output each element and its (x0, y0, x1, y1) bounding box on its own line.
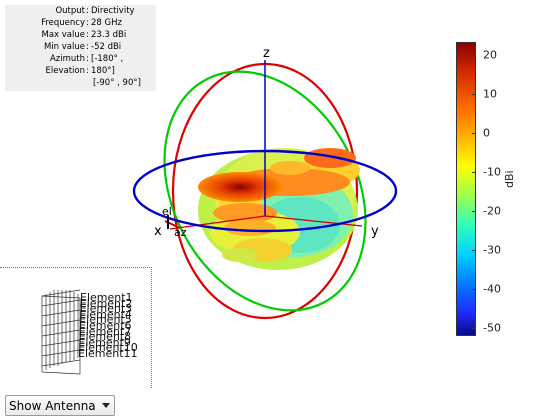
info-label: Frequency (41, 18, 85, 28)
info-value: 28 GHz (91, 18, 122, 28)
antenna-element-label: Element11 (78, 347, 138, 360)
colorbar-tick-mark (472, 54, 476, 56)
colorbar-tick-label: 0 (483, 126, 490, 140)
colorbar-tick-label: 20 (483, 48, 497, 62)
info-row-elevation-range: [-90° , 90°] (5, 77, 156, 89)
info-separator: : (86, 54, 89, 64)
antenna-element-label: Element9 (78, 335, 131, 349)
radiation-pattern-surface (198, 148, 360, 270)
antenna-element-label: Element3 (79, 302, 133, 316)
info-value: -52 dBi (91, 42, 122, 52)
info-label: Min value (43, 42, 85, 52)
dropdown-selected-value: Show Antenna (9, 398, 96, 413)
colorbar-tick-mark (472, 93, 476, 95)
az-label: az (174, 226, 187, 239)
antenna-preview-frame (0, 267, 152, 388)
colorbar-tick-label: 10 (483, 87, 497, 101)
colorbar-tick-label: -10 (483, 165, 501, 179)
antenna-element-label: Element10 (78, 341, 138, 355)
colorbar-tick-mark (472, 211, 476, 213)
info-label: Elevation (45, 66, 85, 76)
info-separator: : (86, 18, 89, 28)
z-axis-label: z (263, 46, 270, 61)
antenna-element-label: Element4 (79, 307, 132, 321)
colorbar-tick-mark (472, 132, 476, 134)
antenna-element-label: Element8 (78, 330, 132, 344)
info-separator: : (86, 42, 89, 52)
el-label: el (162, 205, 172, 218)
x-axis-label: x (154, 224, 162, 239)
info-value: Directivity (91, 6, 135, 16)
colorbar-tick-label: -40 (483, 282, 501, 296)
antenna-element-label: Element6 (79, 319, 132, 332)
colorbar-tick-mark (472, 172, 476, 174)
info-separator: : (86, 6, 89, 16)
colorbar-tick-mark (472, 250, 476, 252)
info-row-elevation: Elevation : 180°] (5, 65, 156, 77)
colorbar-tick-mark (472, 289, 476, 291)
y-axis-label: y (371, 224, 379, 239)
antenna-element-label: Element1 (80, 291, 133, 304)
colorbar-tick-label: -50 (483, 321, 501, 335)
info-value: 23.3 dBi (91, 30, 127, 40)
info-value: [-180° , (91, 54, 124, 64)
info-row-frequency: Frequency : 28 GHz (5, 17, 156, 29)
colorbar-tick-label: -30 (483, 243, 501, 257)
chevron-down-icon (102, 403, 110, 408)
antenna-array-drawing (41, 289, 81, 375)
info-row-output: Output : Directivity (5, 5, 156, 17)
colorbar (456, 42, 476, 336)
colorbar-tick-label: -20 (483, 204, 501, 218)
info-separator: : (86, 30, 89, 40)
info-label: Output (55, 6, 85, 16)
info-row-azimuth: Azimuth : [-180° , (5, 53, 156, 65)
info-row-min-value: Min value : -52 dBi (5, 41, 156, 53)
antenna-element-label: Element7 (78, 324, 132, 338)
show-antenna-dropdown[interactable]: Show Antenna (5, 395, 115, 416)
y-axis (264, 215, 363, 227)
info-row-max-value: Max value : 23.3 dBi (5, 29, 156, 41)
colorbar-tick-mark (472, 328, 476, 330)
elevation-circle-green (163, 70, 367, 312)
info-label: Max value (41, 30, 86, 40)
info-panel: Output : Directivity Frequency : 28 GHz … (5, 5, 156, 91)
colorbar-label: dBi (503, 170, 516, 188)
antenna-element-label: Element2 (79, 296, 133, 310)
info-value: [-90° , 90°] (93, 78, 141, 88)
info-label: Azimuth (49, 54, 85, 64)
info-value: 180°] (91, 66, 115, 76)
azimuth-circle-blue (132, 149, 398, 233)
info-separator: : (86, 66, 89, 76)
x-axis (169, 215, 266, 230)
antenna-element-label: Element5 (79, 313, 132, 327)
